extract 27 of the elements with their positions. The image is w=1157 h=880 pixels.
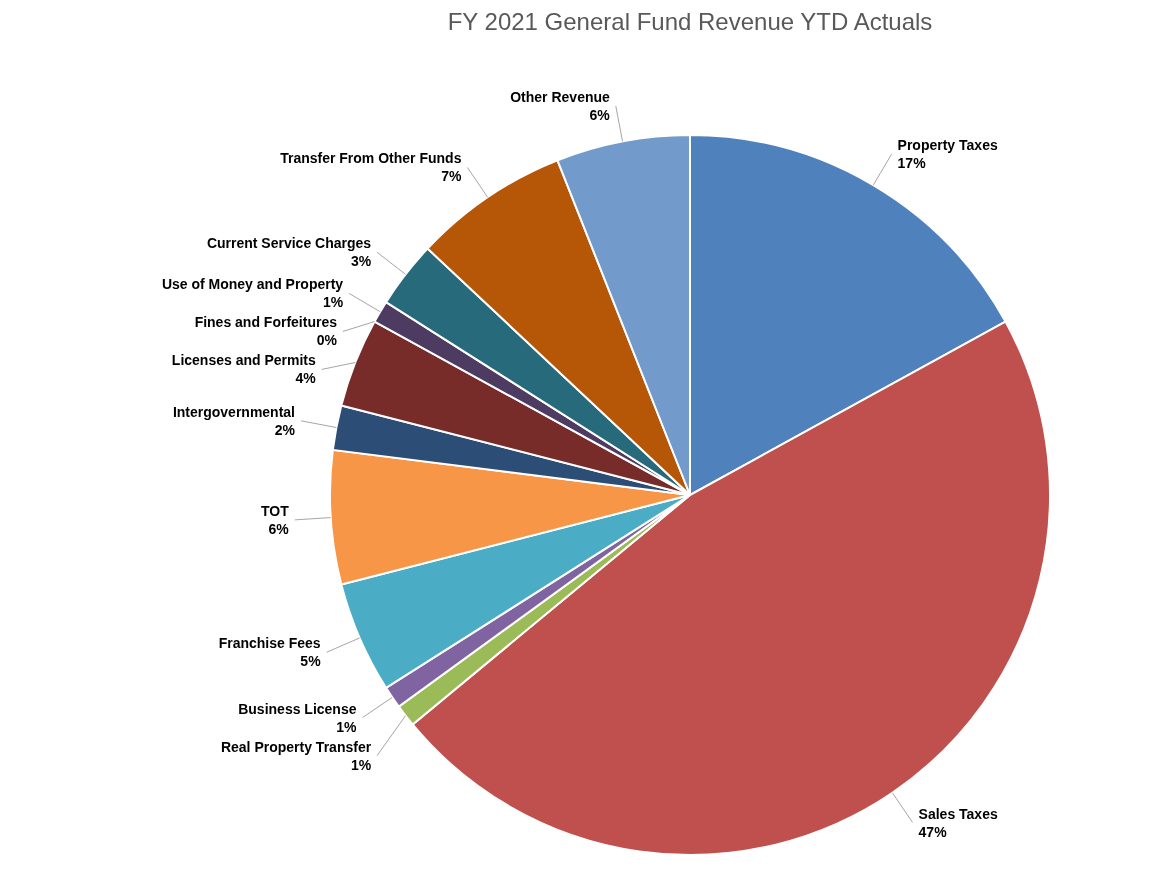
chart-title: FY 2021 General Fund Revenue YTD Actuals [447,8,933,35]
slice-label: Business License [238,700,357,717]
data-label: 1% [350,756,372,773]
data-label: 7% [441,168,462,185]
slice-label: Current Service Charges [206,235,372,252]
slice-label: Other Revenue [510,89,610,106]
slice-label: Transfer From Other Funds [280,150,462,167]
slice-label: Use of Money and Property [161,276,344,293]
slice-label: TOT [261,502,290,519]
legend-label: Fines and Forfeitures [194,314,338,331]
slice-label: Property Taxes [897,137,998,154]
slice-label: Franchise Fees [218,635,321,652]
data-label: 2% [274,421,296,438]
data-label: 3% [350,253,372,270]
data-label: 1% [322,294,344,311]
data-label: 17% [897,155,927,172]
slice-label: Licenses and Permits [171,352,317,369]
slice-label: Sales Taxes [918,805,998,822]
data-label: 1% [336,718,358,735]
data-label: 6% [589,107,611,124]
data-label: 4% [295,370,317,387]
data-label: 5% [300,653,322,670]
slice-label: Intergovernmental [172,403,296,420]
data-label: 47% [918,823,948,840]
text: 0% [316,332,337,349]
slice-label: Real Property Transfer [220,738,372,755]
data-label: 6% [268,520,290,537]
